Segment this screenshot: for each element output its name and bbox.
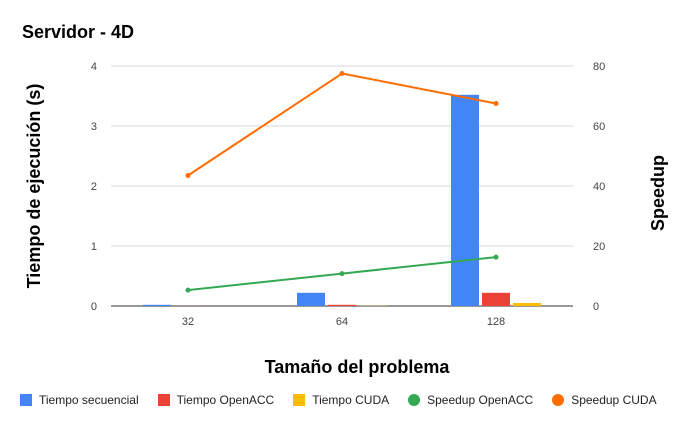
y-tick-label: 2 — [91, 181, 97, 193]
bar — [513, 303, 541, 306]
bar — [143, 304, 171, 306]
x-axis-title: Tamaño del problema — [265, 357, 451, 377]
legend-label: Tiempo OpenACC — [176, 393, 275, 407]
legend-swatch — [552, 394, 565, 406]
series-line — [187, 72, 497, 177]
legend-label: Tiempo CUDA — [312, 393, 390, 407]
y2-tick-label: 20 — [593, 241, 605, 253]
legend-item: Speedup OpenACC — [408, 393, 533, 407]
legend-item: Tiempo OpenACC — [157, 393, 275, 407]
y2-axis-title: Speedup — [648, 155, 668, 231]
chart-legend: Tiempo secuencial Tiempo OpenACC Tiempo CU… — [20, 393, 676, 407]
legend-swatch — [293, 394, 306, 406]
y2-tick-label: 40 — [593, 181, 605, 193]
data-point — [493, 101, 499, 106]
x-tick-label: 32 — [182, 316, 194, 328]
bar — [328, 304, 356, 306]
y-tick-label: 3 — [91, 121, 97, 133]
data-point — [339, 71, 345, 76]
legend-swatch — [408, 394, 421, 406]
y2-tick-label: 60 — [593, 121, 605, 133]
legend-item: Tiempo CUDA — [293, 393, 389, 407]
data-point — [339, 271, 345, 277]
legend-swatch — [20, 394, 32, 406]
x-tick-label: 128 — [487, 316, 505, 328]
legend-label: Tiempo secuencial — [39, 393, 139, 407]
legend-label: Speedup OpenACC — [427, 393, 534, 407]
y-tick-label: 4 — [91, 61, 97, 73]
data-point — [185, 287, 191, 293]
bar — [451, 94, 479, 306]
y-tick-label: 1 — [91, 241, 97, 253]
bar — [297, 292, 325, 306]
chart-title: Servidor - 4D — [22, 22, 135, 42]
y-tick-label: 0 — [91, 301, 97, 313]
bar — [482, 292, 510, 306]
legend-item: Speedup CUDA — [552, 393, 657, 407]
legend-swatch — [157, 394, 170, 406]
y-axis-title: Tiempo de ejecución (s) — [24, 84, 44, 289]
y2-tick-label: 80 — [593, 61, 605, 73]
legend-item: Tiempo secuencial — [20, 393, 139, 407]
legend-label: Speedup CUDA — [571, 393, 657, 407]
x-tick-label: 64 — [336, 316, 348, 328]
y2-tick-label: 0 — [593, 301, 599, 313]
data-point — [493, 254, 499, 260]
data-point — [185, 173, 191, 178]
